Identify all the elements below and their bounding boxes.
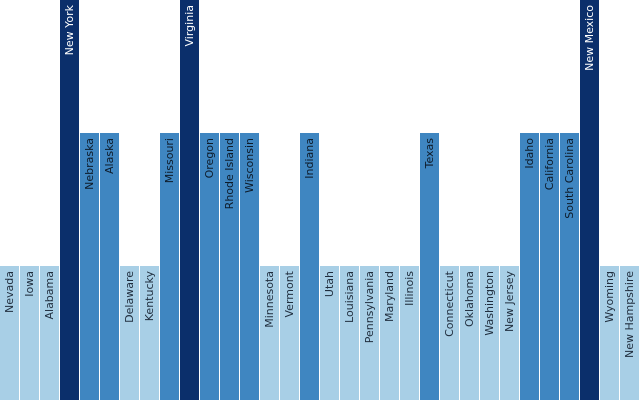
bar-label-oklahoma: Oklahoma [463, 271, 476, 327]
bar-label-idaho: Idaho [523, 138, 536, 169]
bar-label-delaware: Delaware [123, 271, 136, 323]
bar-label-new-york: New York [63, 4, 76, 55]
bar-oregon [200, 133, 219, 400]
bar-indiana [300, 133, 319, 400]
bar-label-south-carolina: South Carolina [563, 138, 576, 219]
bar-new-york [60, 0, 79, 400]
bar-nevada [0, 266, 19, 400]
bar-wisconsin [240, 133, 259, 400]
bar-label-missouri: Missouri [163, 138, 176, 183]
bar-label-rhode-island: Rhode Island [223, 138, 236, 209]
bar-rhode-island [220, 133, 239, 400]
bar-label-kentucky: Kentucky [143, 271, 156, 322]
bar-label-iowa: Iowa [23, 271, 36, 297]
bar-label-wisconsin: Wisconsin [243, 138, 256, 193]
bar-label-pennsylvania: Pennsylvania [363, 271, 376, 343]
bar-kentucky [140, 266, 159, 400]
bar-virginia [180, 0, 199, 400]
bar-label-alabama: Alabama [43, 271, 56, 320]
bar-texas [420, 133, 439, 400]
bar-missouri [160, 133, 179, 400]
bar-label-connecticut: Connecticut [443, 270, 456, 337]
bar-label-nebraska: Nebraska [83, 138, 96, 190]
bar-wyoming [600, 266, 619, 400]
bar-vermont [280, 266, 299, 400]
bar-label-alaska: Alaska [103, 138, 116, 174]
bar-label-utah: Utah [323, 271, 336, 297]
bar-alaska [100, 133, 119, 400]
bar-label-washington: Washington [483, 271, 496, 336]
bar-label-new-mexico: New Mexico [583, 5, 596, 71]
bar-illinois [400, 266, 419, 400]
bar-label-new-jersey: New Jersey [503, 271, 516, 333]
bar-oklahoma [460, 266, 479, 400]
bar-maryland [380, 266, 399, 400]
bar-new-mexico [580, 0, 599, 400]
bar-new-jersey [500, 266, 519, 400]
bar-washington [480, 266, 499, 400]
bar-utah [320, 266, 339, 400]
bar-alabama [40, 266, 59, 400]
bar-south-carolina [560, 133, 579, 400]
bar-connecticut [440, 266, 459, 400]
bar-label-wyoming: Wyoming [603, 271, 616, 323]
bar-california [540, 133, 559, 400]
bar-iowa [20, 266, 39, 400]
bar-delaware [120, 266, 139, 400]
bar-louisiana [340, 266, 359, 400]
bar-label-indiana: Indiana [303, 138, 316, 179]
bar-label-oregon: Oregon [203, 138, 216, 178]
bar-label-maryland: Maryland [383, 271, 396, 322]
bar-label-texas: Texas [423, 138, 436, 170]
bar-label-california: California [543, 138, 556, 190]
bar-pennsylvania [360, 266, 379, 400]
bar-new-hampshire [620, 266, 639, 400]
bar-label-vermont: Vermont [283, 270, 296, 317]
bar-minnesota [260, 266, 279, 400]
bar-label-minnesota: Minnesota [263, 271, 276, 328]
bar-nebraska [80, 133, 99, 400]
bar-idaho [520, 133, 539, 400]
bar-label-virginia: Virginia [183, 5, 196, 46]
bar-label-nevada: Nevada [3, 271, 16, 313]
bar-label-new-hampshire: New Hampshire [623, 271, 636, 358]
bar-label-louisiana: Louisiana [343, 271, 356, 323]
bar-label-illinois: Illinois [403, 271, 416, 306]
